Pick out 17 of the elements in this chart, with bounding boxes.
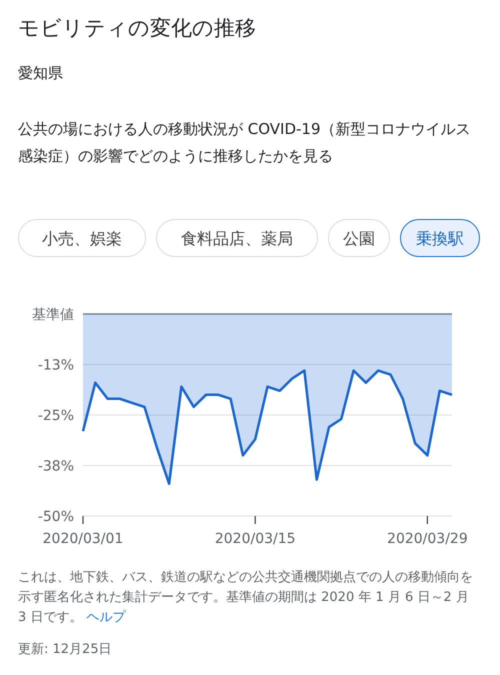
text: ヘルプ — [86, 610, 126, 625]
x-tick-label: 2020/03/01 — [42, 531, 124, 547]
chart-title: モビリティの変化の推移 — [18, 15, 256, 42]
y-tick-label: 基準値 — [32, 307, 74, 323]
text: 小売、娯楽 — [18, 219, 146, 257]
y-tick-label: -50% — [38, 509, 74, 525]
y-tick-label: -25% — [38, 408, 74, 424]
text: 乗換駅 — [400, 219, 480, 257]
y-tick-label: -13% — [38, 358, 74, 374]
x-tick-label: 2020/03/15 — [214, 531, 296, 547]
chart-subtitle: 愛知県 — [18, 64, 63, 83]
text: 公共の場における人の移動状況が COVID-19（新型コロナウイルス感染症）の影響でどのように推移したかを見る — [18, 119, 472, 167]
text: 公園 — [328, 219, 390, 257]
x-tick-label: 2020/03/29 — [387, 531, 468, 547]
text: 更新: 12月25日 — [18, 641, 112, 658]
text: 食料品店、薬局 — [156, 219, 318, 257]
y-tick-label: -38% — [38, 458, 74, 474]
